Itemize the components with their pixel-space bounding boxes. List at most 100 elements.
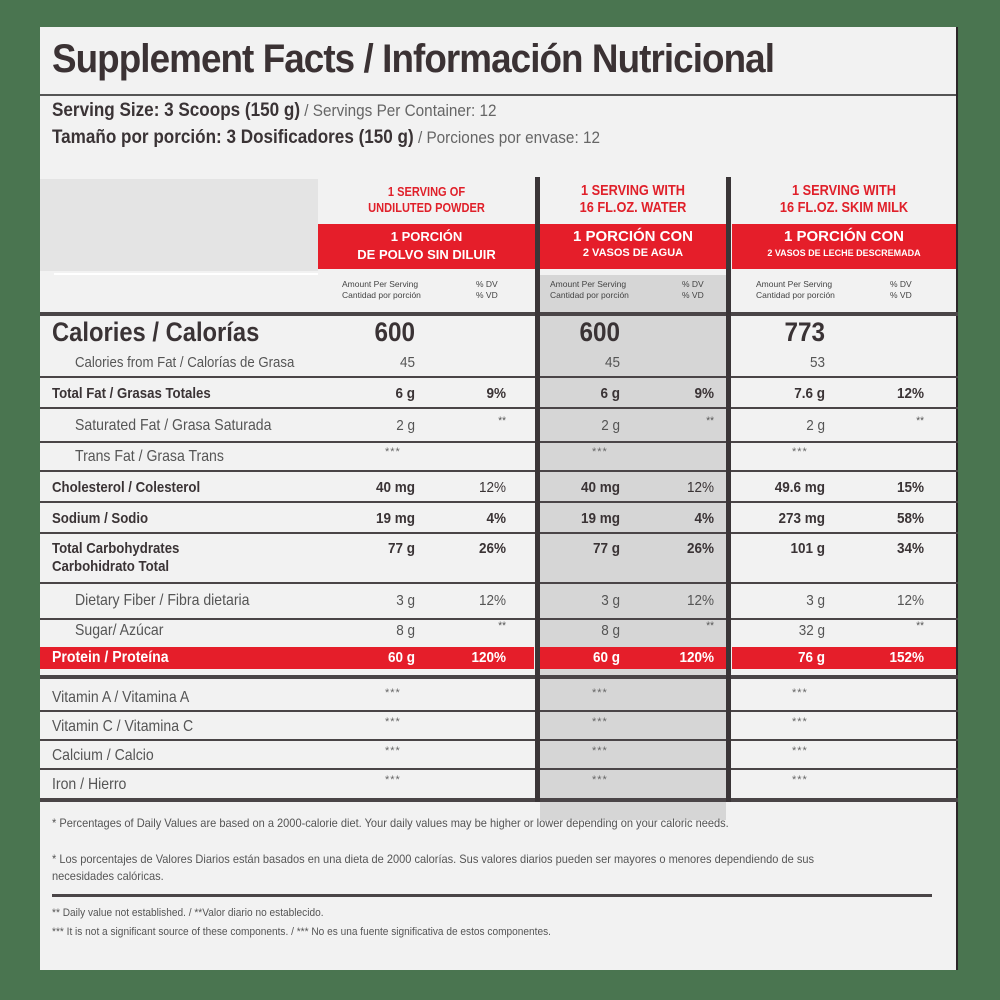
amount: 49.6 mg (774, 479, 825, 496)
dv: ** (498, 415, 506, 427)
dv: 12% (896, 385, 924, 402)
value: *** (385, 687, 401, 699)
dv: 152% (889, 649, 924, 666)
dv-header: % DV% VD (476, 279, 498, 300)
serving-size-label: Serving Size: 3 Scoops (150 g) (52, 100, 301, 121)
divider (40, 441, 958, 443)
divider (40, 768, 958, 770)
amount: 101 g (790, 540, 825, 557)
calories-value-col1: 600 (374, 317, 415, 347)
amount: 6 g (600, 385, 620, 402)
vitamin-label: Calcium / Calcio (52, 747, 154, 764)
serving-size-es: Tamaño por porción: 3 Dosificadores (150… (52, 127, 600, 149)
amount: 32 g (798, 622, 825, 639)
nutrient-label: Sugar/ Azúcar (75, 622, 164, 639)
amount: 273 mg (778, 510, 825, 527)
vitamin-label: Iron / Hierro (52, 776, 127, 793)
calories-from-fat-label: Calories from Fat / Calorías de Grasa (75, 354, 295, 371)
dv: 12% (478, 592, 506, 609)
amount: 8 g (601, 622, 620, 639)
calories-from-fat-col2: 45 (604, 354, 620, 371)
dv: 9% (486, 385, 506, 402)
amount: *** (592, 446, 608, 458)
amount: 60 g (592, 649, 620, 666)
dv: 58% (896, 510, 924, 527)
protein-highlight (540, 647, 726, 669)
divider (40, 532, 958, 534)
amount-per-serving: Amount Per Serving Cantidad por porción (550, 279, 629, 300)
value: *** (385, 716, 401, 728)
divider (40, 470, 958, 472)
nutrient-label: Sodium / Sodio (52, 510, 149, 527)
divider (40, 618, 958, 620)
vitamin-label: Vitamin C / Vitamina C (52, 718, 194, 735)
divider (40, 675, 958, 679)
amount-per-serving: Amount Per Serving Cantidad por porción (342, 279, 421, 300)
calories-from-fat-col1: 45 (399, 354, 415, 371)
value: *** (385, 774, 401, 786)
footnote-not-established: ** Daily value not established. / **Valo… (52, 907, 324, 919)
divider (40, 739, 958, 741)
col3-band: 1 PORCIÓN CON 2 VASOS DE LECHE DESCREMADA (732, 224, 956, 269)
value: *** (792, 745, 808, 757)
dv: 26% (478, 540, 506, 557)
dv: ** (706, 415, 714, 427)
divider (40, 407, 958, 409)
value: *** (592, 716, 608, 728)
divider (40, 710, 958, 712)
value: *** (592, 687, 608, 699)
nutrient-label: Total Carbohydrates Carbohidrato Total (52, 540, 180, 575)
nutrient-label: Total Fat / Grasas Totales (52, 385, 211, 402)
amount: 3 g (601, 592, 620, 609)
calories-from-fat-col3: 53 (809, 354, 825, 371)
amount: 3 g (396, 592, 415, 609)
dv: ** (498, 620, 506, 632)
amount: 40 mg (375, 479, 415, 496)
dv: 34% (896, 540, 924, 557)
footnote-divider (52, 894, 932, 897)
col2-header: 1 SERVING WITH 16 FL.OZ. WATER (579, 182, 687, 216)
col2-band: 1 PORCIÓN CON 2 VASOS DE AGUA (540, 224, 726, 269)
col1-band: 1 PORCIÓN DE POLVO SIN DILUIR (318, 224, 535, 269)
col3-header: 1 SERVING WITH 16 FL.OZ. SKIM MILK (779, 182, 909, 216)
protein-highlight (40, 647, 534, 669)
calories-value-col2: 600 (579, 317, 620, 347)
dv: 15% (896, 479, 924, 496)
amount: 2 g (806, 417, 825, 434)
nutrient-label: Saturated Fat / Grasa Saturada (75, 417, 272, 434)
divider (40, 94, 956, 96)
serving-size-label-es: Tamaño por porción: 3 Dosificadores (150… (52, 127, 414, 148)
dv: 120% (471, 649, 506, 666)
amount: 76 g (797, 649, 825, 666)
page-title: Supplement Facts / Información Nutricion… (52, 37, 775, 81)
amount: 19 mg (580, 510, 620, 527)
amount: 2 g (601, 417, 620, 434)
amount: 8 g (396, 622, 415, 639)
divider (54, 273, 318, 275)
servings-per-container-es: / Porciones por envase: 12 (413, 128, 600, 147)
calories-label: Calories / Calorías (52, 317, 260, 347)
protein-label: Protein / Proteína (52, 649, 169, 666)
divider (40, 501, 958, 503)
serving-size-en: Serving Size: 3 Scoops (150 g) / Serving… (52, 100, 496, 122)
nutrient-label: Dietary Fiber / Fibra dietaria (75, 592, 250, 609)
dv: 4% (694, 510, 714, 527)
amount: 7.6 g (794, 385, 825, 402)
protein-highlight (732, 647, 956, 669)
value: *** (792, 687, 808, 699)
dv: 12% (686, 479, 714, 496)
value: *** (792, 716, 808, 728)
amount: 19 mg (375, 510, 415, 527)
dv: ** (706, 620, 714, 632)
amount: 60 g (387, 649, 415, 666)
column-divider (535, 177, 540, 802)
value: *** (592, 745, 608, 757)
divider (40, 376, 958, 378)
supplement-facts-panel: Supplement Facts / Información Nutricion… (40, 27, 958, 970)
value: *** (592, 774, 608, 786)
amount: 2 g (396, 417, 415, 434)
amount: 77 g (387, 540, 415, 557)
divider (40, 312, 958, 316)
value: *** (385, 745, 401, 757)
dv: 4% (486, 510, 506, 527)
